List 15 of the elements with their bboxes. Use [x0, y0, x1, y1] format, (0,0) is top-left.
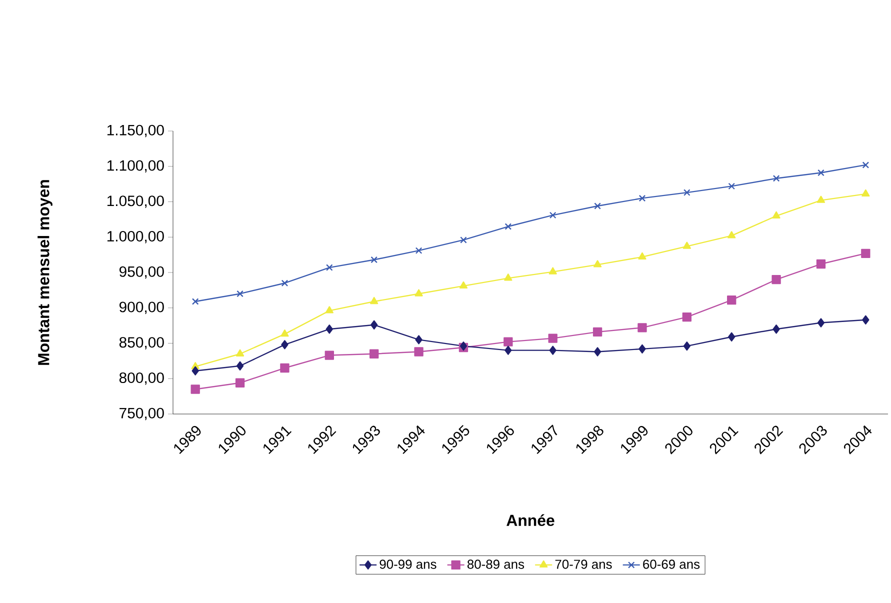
y-tick-label: 950,00	[119, 266, 164, 279]
y-tick-label: 850,00	[119, 337, 164, 350]
y-tick-label: 1.100,00	[107, 160, 164, 173]
legend-label: 90-99 ans	[380, 560, 436, 569]
x-axis-title: Année	[506, 514, 554, 526]
legend-label: 80-89 ans	[467, 560, 524, 569]
y-tick-label: 1.150,00	[107, 124, 164, 138]
y-tick-label: 900,00	[119, 302, 164, 314]
y-tick-label: 750,00	[120, 408, 164, 420]
y-tick-label: 1.050,00	[107, 196, 164, 208]
y-tick-label: 1.000,00	[107, 230, 164, 244]
legend-label: 70-79 ans	[555, 560, 612, 569]
legend-label: 60-69 ans	[643, 560, 700, 569]
y-axis-title: Montant mensuel moyen	[38, 180, 52, 365]
y-tick-label: 800,00	[119, 372, 164, 385]
